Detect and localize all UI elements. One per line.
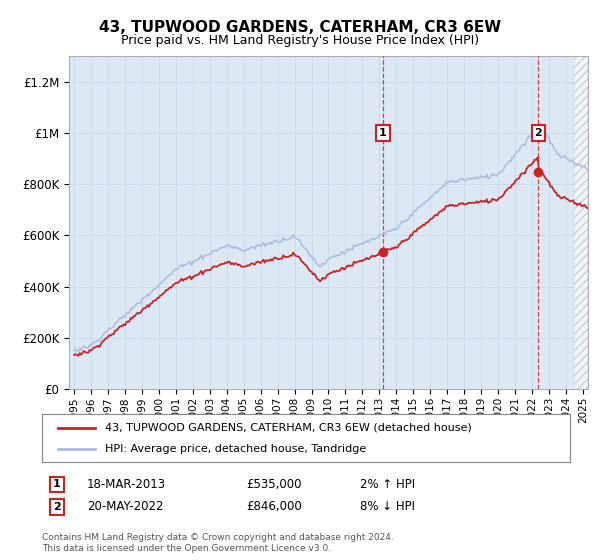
Text: 43, TUPWOOD GARDENS, CATERHAM, CR3 6EW: 43, TUPWOOD GARDENS, CATERHAM, CR3 6EW <box>99 20 501 35</box>
Text: 1: 1 <box>379 128 387 138</box>
Text: 1: 1 <box>53 479 61 489</box>
Text: 8% ↓ HPI: 8% ↓ HPI <box>360 500 415 514</box>
Text: 43, TUPWOOD GARDENS, CATERHAM, CR3 6EW (detached house): 43, TUPWOOD GARDENS, CATERHAM, CR3 6EW (… <box>106 423 472 433</box>
Text: 2: 2 <box>53 502 61 512</box>
Text: £535,000: £535,000 <box>246 478 302 491</box>
Text: 20-MAY-2022: 20-MAY-2022 <box>87 500 163 514</box>
Text: Price paid vs. HM Land Registry's House Price Index (HPI): Price paid vs. HM Land Registry's House … <box>121 34 479 46</box>
Bar <box>574 56 588 389</box>
Text: HPI: Average price, detached house, Tandridge: HPI: Average price, detached house, Tand… <box>106 444 367 454</box>
Text: 18-MAR-2013: 18-MAR-2013 <box>87 478 166 491</box>
Text: £846,000: £846,000 <box>246 500 302 514</box>
Text: 2: 2 <box>535 128 542 138</box>
Text: 2% ↑ HPI: 2% ↑ HPI <box>360 478 415 491</box>
Text: Contains HM Land Registry data © Crown copyright and database right 2024.
This d: Contains HM Land Registry data © Crown c… <box>42 533 394 553</box>
